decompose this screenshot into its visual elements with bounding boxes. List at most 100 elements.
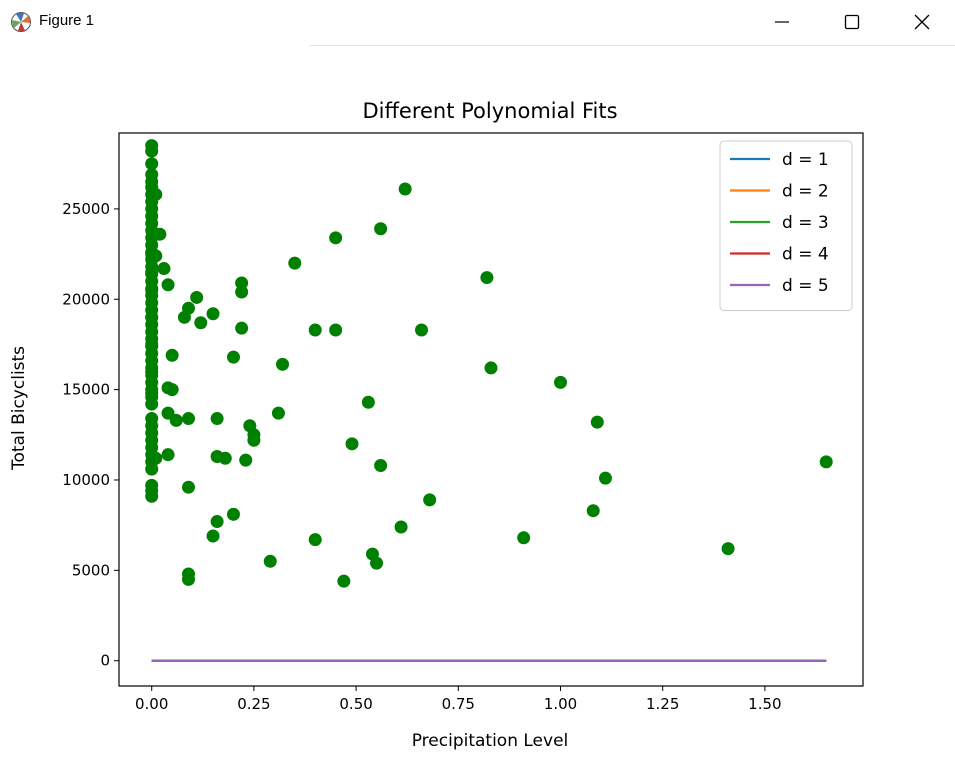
data-point [153,227,167,241]
data-point [308,533,322,547]
data-point [157,262,171,276]
data-point [374,222,388,236]
data-point [181,301,195,315]
data-point [145,462,159,476]
data-point [484,361,498,375]
legend: d = 1 d = 2 d = 3 d = 4 d = 5 [719,140,853,311]
data-point [235,276,249,290]
polynomial-fit-chart: Different Polynomial Fits Precipitation … [9,99,864,751]
data-point [206,307,220,321]
legend-label: d = 1 [782,150,829,170]
data-point [590,415,604,429]
data-point [329,323,343,337]
legend-label: d = 3 [782,213,829,233]
data-point [235,321,249,335]
chart-title: Different Polynomial Fits [362,99,617,123]
data-point [149,187,163,201]
data-point [721,542,735,556]
data-point [145,397,159,411]
data-point [194,316,208,330]
window-title: Figure 1 [39,12,95,29]
data-point [145,144,159,158]
x-tick-label: 1.25 [646,695,679,713]
data-point [145,157,159,171]
data-point [553,375,567,389]
data-point [370,556,384,570]
data-point [263,554,277,568]
data-point [398,182,412,196]
window-titlebar: Figure 1 [0,0,955,46]
y-axis-label: Total Bicyclists [9,346,29,471]
data-point [161,448,175,462]
data-point [161,278,175,292]
data-point [394,520,408,534]
minimize-icon [775,21,789,23]
data-point [308,323,322,337]
data-point [169,413,183,427]
y-tick-label: 5000 [72,561,110,579]
x-tick-label: 0.00 [135,695,168,713]
data-point [271,406,285,420]
titlebar-divider [310,45,955,46]
x-tick-label: 0.75 [442,695,475,713]
data-point [210,515,224,529]
y-tick-label: 0 [100,652,110,670]
maximize-icon [844,14,860,30]
data-point [206,529,220,543]
data-point [226,350,240,364]
data-point [374,459,388,473]
axis-ticks: 0.00 0.25 0.50 0.75 1.00 1.25 1.50 0 5000 10000 15… [62,200,781,713]
data-point [598,471,612,485]
data-point [181,412,195,426]
data-point [149,249,163,263]
data-point [415,323,429,337]
data-point [337,574,351,588]
data-point [210,412,224,426]
data-point [190,290,204,304]
x-tick-label: 1.50 [748,695,781,713]
data-point [181,480,195,494]
legend-label: d = 5 [782,276,829,296]
data-point [145,310,159,324]
data-point [423,493,437,507]
data-point [161,381,175,395]
y-tick-label: 15000 [62,381,110,399]
data-point [149,451,163,465]
plot-frame [118,132,864,687]
data-point [235,285,249,299]
data-point [361,395,375,409]
data-point [181,572,195,586]
data-point [586,504,600,518]
x-tick-label: 1.00 [544,695,577,713]
close-icon [914,14,930,30]
scatter-points [145,139,833,588]
data-point [145,283,159,297]
matplotlib-icon [11,12,31,32]
y-tick-label: 10000 [62,471,110,489]
legend-label: d = 4 [782,245,829,265]
close-button[interactable] [887,0,955,44]
data-point [345,437,359,451]
x-axis-label: Precipitation Level [412,731,569,751]
x-tick-label: 0.25 [237,695,270,713]
data-point [247,433,261,447]
data-point [288,256,302,270]
legend-label: d = 2 [782,182,829,202]
y-tick-label: 25000 [62,200,110,218]
legend-box [719,140,853,311]
data-point [517,531,531,545]
x-tick-label: 0.50 [339,695,372,713]
data-point [145,386,159,400]
data-point [165,348,179,362]
data-point [819,455,833,469]
data-point [480,271,494,285]
data-point [145,337,159,351]
data-point [145,265,159,279]
data-point [145,489,159,503]
data-point [276,357,290,371]
data-point [226,507,240,521]
data-point [239,453,253,467]
maximize-button[interactable] [817,0,887,44]
data-point [218,451,232,465]
minimize-button[interactable] [747,0,817,44]
